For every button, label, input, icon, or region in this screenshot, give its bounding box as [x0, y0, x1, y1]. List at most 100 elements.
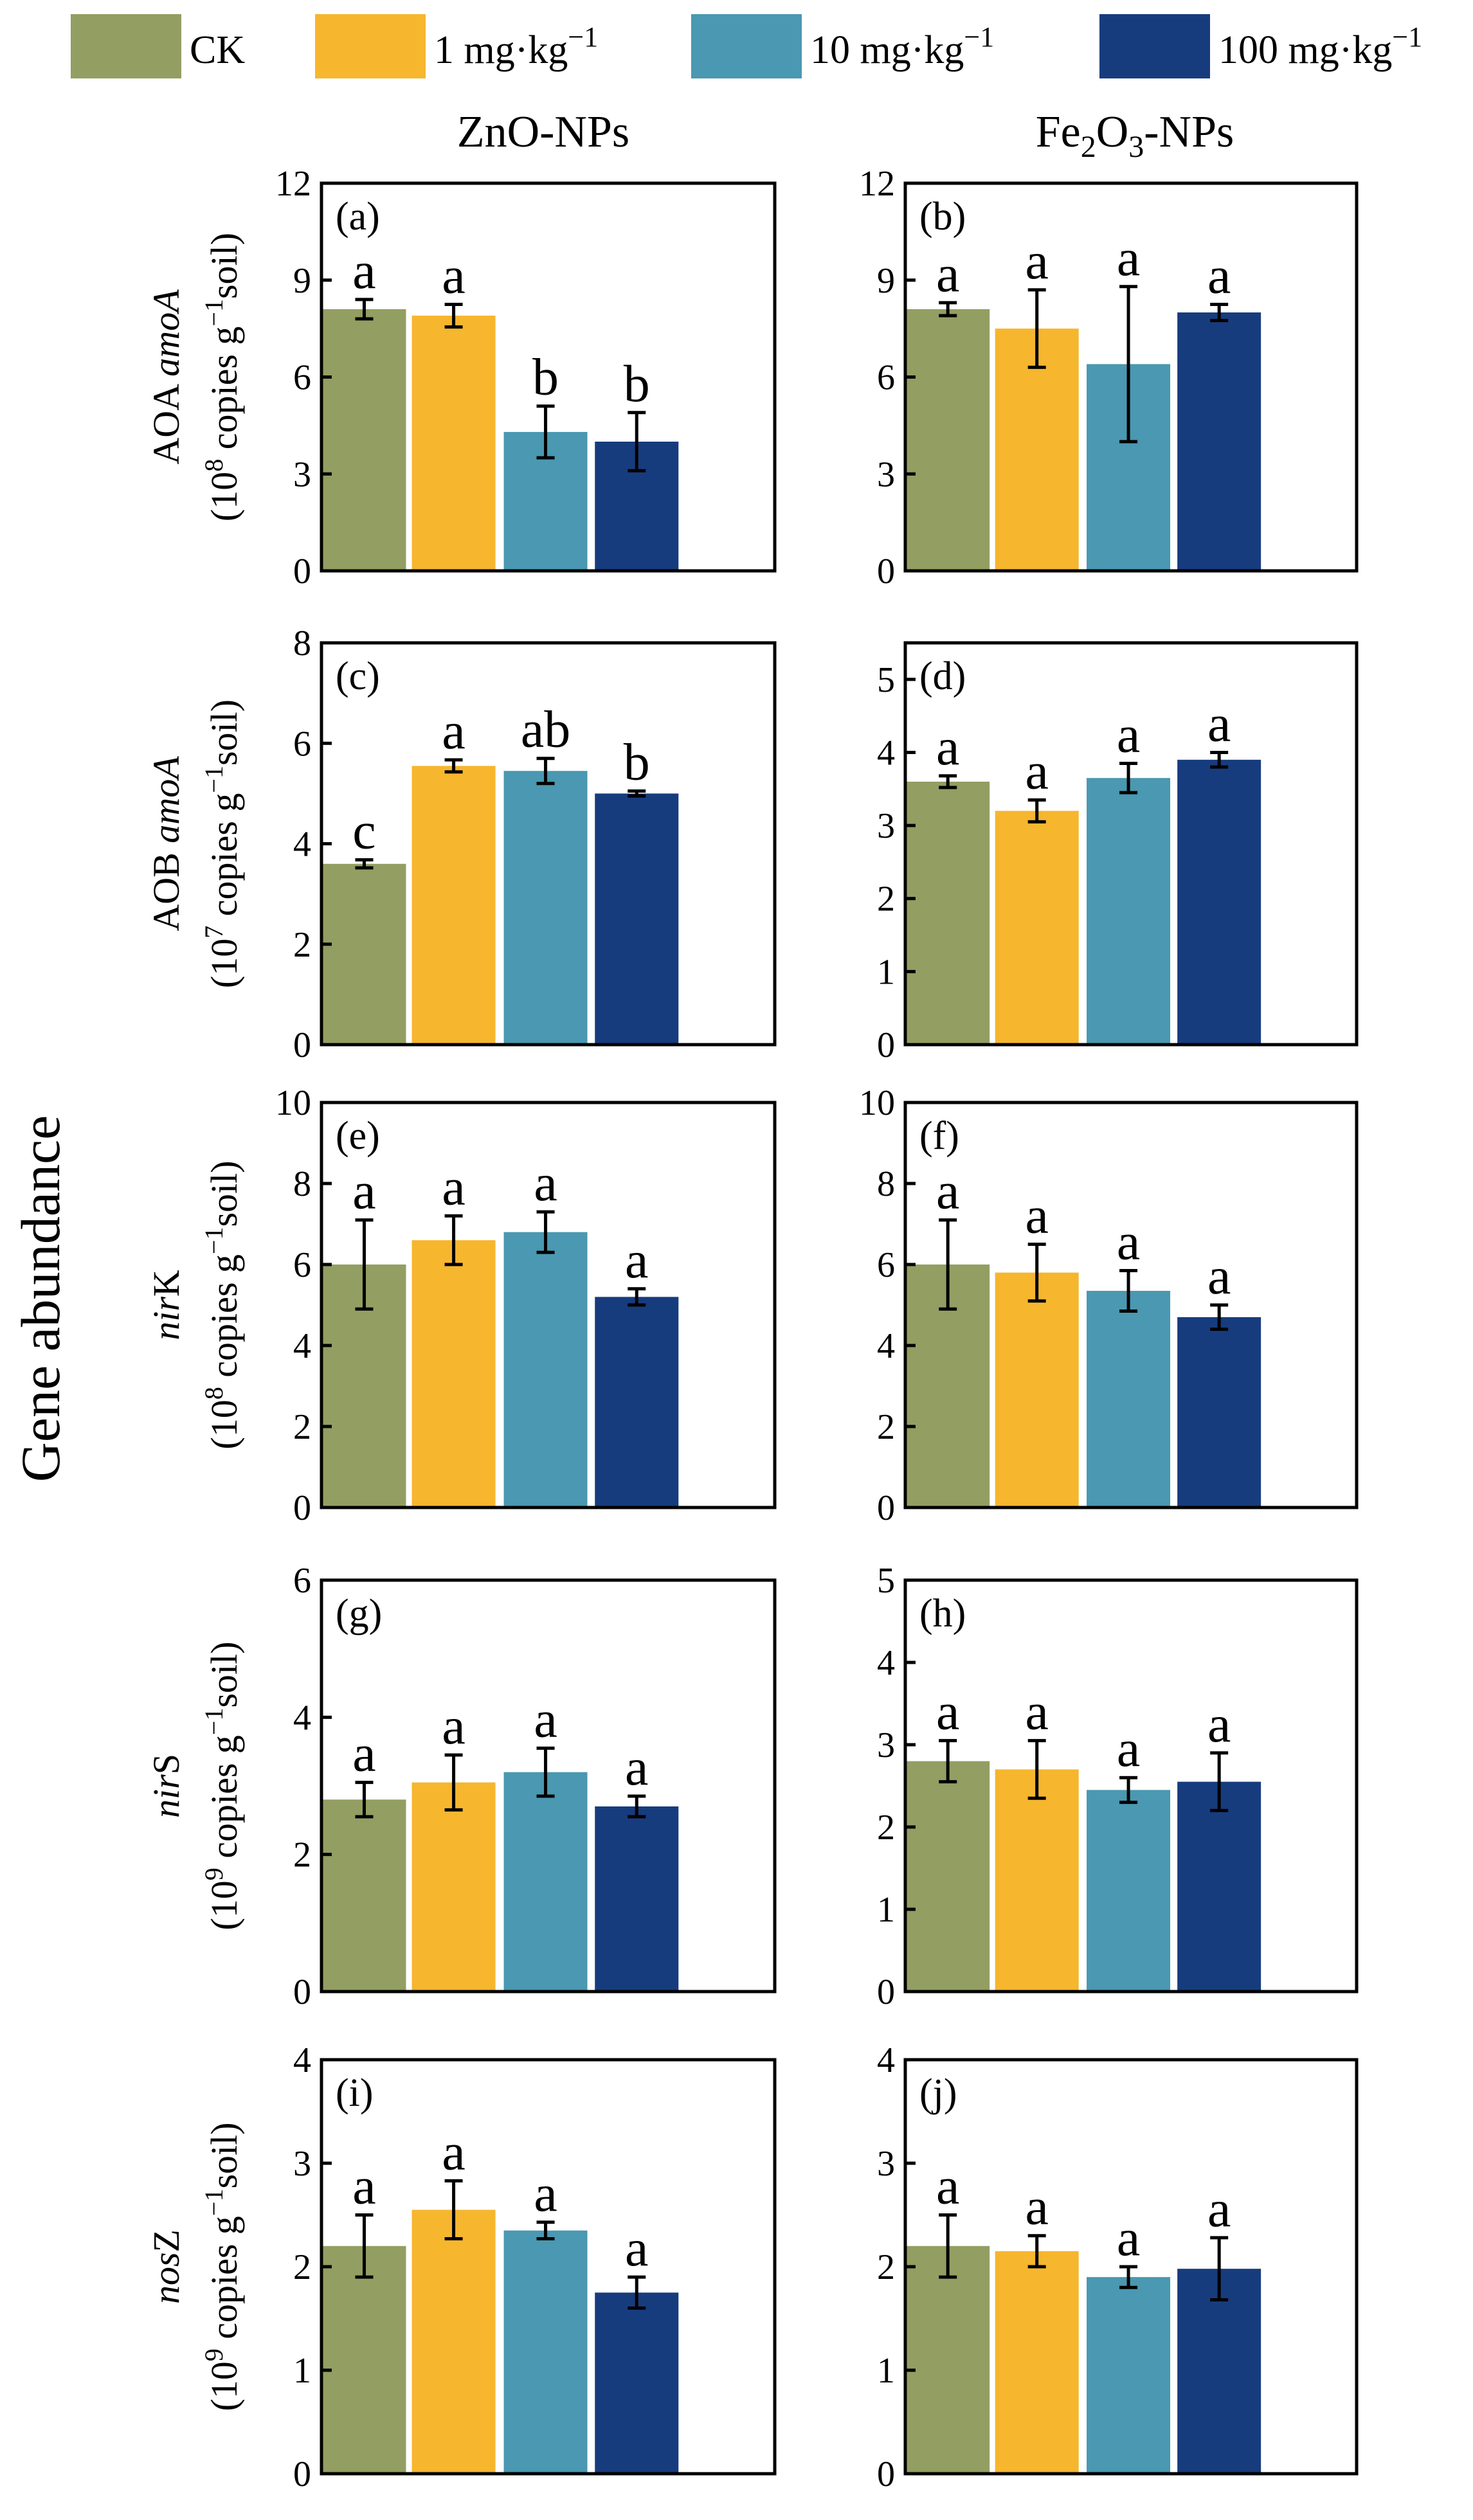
significance-letter: a — [1117, 1719, 1140, 1778]
y-axis-gene-label: nosZ — [145, 2229, 187, 2304]
bar — [1087, 778, 1171, 1045]
error-bar — [355, 2213, 374, 2279]
y-tick-label: 4 — [293, 2040, 311, 2080]
panel-a: a a b b 0 3 6 9 12 (a) — [275, 164, 777, 591]
row-label-3: nirS (109 copies g−1soil) — [145, 1641, 245, 1930]
error-bar — [536, 757, 555, 786]
bar — [995, 1769, 1079, 1992]
y-tick-label: 0 — [877, 2454, 895, 2494]
y-axis-unit-label: (107 copies g−1soil) — [199, 699, 245, 988]
significance-letter: a — [352, 1724, 375, 1783]
bar — [503, 1772, 588, 1992]
row-label-4: nosZ (109 copies g−1soil) — [145, 2122, 245, 2411]
y-tick-label: 0 — [293, 1025, 311, 1065]
significance-letter: a — [1117, 228, 1140, 287]
significance-letter: ab — [521, 700, 570, 759]
legend-swatch-2 — [691, 14, 802, 78]
significance-letter: a — [1026, 741, 1049, 800]
y-tick-label: 5 — [877, 660, 895, 700]
legend-label-0: CK — [190, 28, 245, 72]
y-tick-label: 3 — [877, 455, 895, 494]
significance-letter: a — [442, 246, 465, 304]
y-tick-label: 9 — [293, 261, 311, 301]
legend-swatch-3 — [1099, 14, 1210, 78]
bar — [322, 863, 406, 1045]
y-tick-label: 4 — [877, 733, 895, 773]
bar — [595, 1806, 679, 1992]
significance-letter: a — [625, 1230, 648, 1289]
y-tick-label: 0 — [877, 1025, 895, 1065]
y-tick-label: 6 — [293, 724, 311, 764]
panel-label: (a) — [336, 195, 380, 239]
error-bar — [628, 411, 646, 473]
bar — [503, 771, 588, 1045]
legend-label-3: 100 mg·kg−1 — [1218, 21, 1422, 72]
legend-label-1: 1 mg·kg−1 — [434, 21, 598, 72]
significance-letter: a — [1207, 1695, 1231, 1753]
error-bar — [628, 2275, 646, 2310]
significance-letter: a — [534, 2164, 557, 2222]
significance-letter: a — [1026, 231, 1049, 290]
y-tick-label: 3 — [877, 806, 895, 846]
bar — [1087, 2277, 1171, 2474]
significance-letter: a — [442, 701, 465, 760]
bar — [595, 793, 679, 1045]
y-tick-label: 6 — [293, 1561, 311, 1601]
y-tick-label: 2 — [293, 1407, 311, 1447]
y-axis-gene-label: nirS — [145, 1754, 187, 1818]
bar — [906, 781, 990, 1045]
panel-d: a a a a 0 1 2 3 4 5 (d) — [877, 641, 1359, 1065]
y-tick-label: 0 — [877, 552, 895, 591]
y-axis-unit-label: (108 copies g−1soil) — [199, 1160, 245, 1449]
significance-letter: a — [1207, 2179, 1231, 2238]
error-bar — [1119, 762, 1138, 795]
y-tick-label: 8 — [293, 624, 311, 663]
error-bar — [1027, 1739, 1046, 1800]
legend-label-2: 10 mg·kg−1 — [810, 21, 994, 72]
error-bar — [536, 1746, 555, 1798]
column-title-zno: ZnO-NPs — [457, 107, 629, 157]
y-tick-label: 4 — [293, 825, 311, 865]
panel-g: a a a a 0 2 4 6 (g) — [293, 1561, 777, 2012]
y-tick-label: 10 — [275, 1083, 311, 1123]
significance-letter: a — [352, 1162, 375, 1220]
significance-letter: a — [442, 2122, 465, 2181]
panel-c: c a abb 0 2 4 6 8 (c) — [293, 624, 777, 1065]
y-axis-unit-label: (108 copies g−1soil) — [199, 233, 245, 521]
significance-letter: a — [625, 2218, 648, 2277]
bar — [503, 1232, 588, 1508]
significance-letter: a — [936, 1682, 959, 1741]
gene-abundance-title: Gene abundance — [10, 1115, 71, 1482]
row-label-0: AOA amoA (108 copies g−1soil) — [145, 233, 245, 521]
panel-label: (c) — [336, 654, 380, 698]
y-tick-label: 1 — [877, 2351, 895, 2391]
y-tick-label: 4 — [877, 1643, 895, 1683]
bar — [322, 2246, 406, 2474]
y-tick-label: 2 — [877, 2247, 895, 2287]
bar — [411, 316, 496, 571]
significance-letter: a — [1207, 694, 1231, 752]
error-bar — [1210, 2236, 1229, 2302]
legend-swatch-1 — [315, 14, 426, 78]
panel-j: a a a a 0 1 2 3 4 (j) — [877, 2040, 1359, 2494]
error-bar — [444, 1214, 463, 1266]
error-bar — [1027, 2234, 1046, 2269]
y-tick-label: 2 — [877, 879, 895, 919]
error-bar — [1119, 2265, 1138, 2289]
error-bar — [536, 1210, 555, 1254]
error-bar — [444, 1753, 463, 1812]
panel-label: (d) — [919, 654, 966, 698]
column-title-fe2o3: Fe2O3-NPs — [1036, 107, 1234, 164]
bar — [995, 1272, 1079, 1508]
y-tick-label: 3 — [877, 1725, 895, 1765]
bar — [322, 309, 406, 571]
panel-label: (f) — [919, 1114, 959, 1158]
error-bar — [444, 302, 463, 329]
y-tick-label: 4 — [877, 1326, 895, 1366]
y-tick-label: 2 — [877, 1808, 895, 1848]
significance-letter: a — [936, 1162, 959, 1220]
y-tick-label: 0 — [293, 1488, 311, 1528]
error-bar — [1210, 1303, 1229, 1331]
